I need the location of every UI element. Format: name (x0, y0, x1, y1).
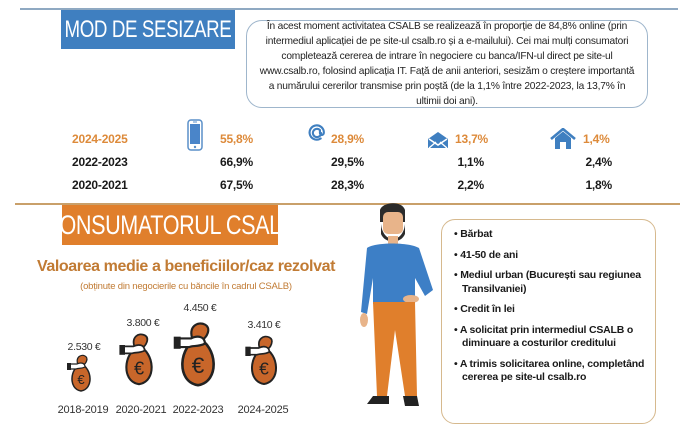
benefit-period: 2020-2021 (115, 404, 167, 416)
profile-item: 41-50 de ani (454, 249, 645, 263)
consumer-profile-list: Bărbat 41-50 de ani Mediul urban (Bucure… (454, 228, 645, 385)
section-title-mod-de-sesizare: MOD DE SESIZARE (61, 10, 235, 49)
profile-item: Mediul urban (București sau regiunea Tra… (454, 269, 645, 296)
money-bag-icon: € (67, 354, 91, 392)
smartphone-icon (187, 119, 203, 151)
stat-value-email: 29,5% (331, 155, 365, 169)
channel-stats-table: 2024-2025 55,8% 28,9% 13,7% 1,4% 2022-20… (0, 118, 696, 198)
benefit-value: 3.410 € (247, 319, 281, 331)
svg-text:€: € (77, 372, 85, 387)
section-title-consumatorul-csalb: CONSUMATORUL CSALB (45, 205, 296, 245)
stat-value-phone: 55,8% (219, 132, 253, 146)
stat-value-email: 28,9% (331, 132, 365, 146)
benefit-period: 2024-2025 (237, 404, 289, 416)
profile-item: A trimis solicitarea online, completând … (454, 358, 645, 385)
stat-value-office: 1,8% (585, 178, 612, 192)
period-label: 2020-2021 (72, 178, 128, 192)
section-title-text: MOD DE SESIZARE (64, 15, 232, 43)
benefit-period: 2018-2019 (57, 404, 109, 416)
svg-text:€: € (192, 353, 205, 378)
profile-item: Bărbat (454, 228, 645, 242)
consumer-profile-box: Bărbat 41-50 de ani Mediul urban (Bucure… (441, 219, 656, 424)
profile-item: Credit în lei (454, 303, 645, 317)
benefit-value: 4.450 € (183, 302, 217, 314)
period-label: 2022-2023 (72, 155, 128, 169)
benefit-period: 2022-2023 (172, 404, 224, 416)
benefits-note: (obținute din negocierile cu băncile în … (80, 281, 292, 292)
man-illustration (360, 203, 433, 406)
profile-item: A solicitat prin intermediul CSALB o dim… (454, 324, 645, 351)
info-box: În acest moment activitatea CSALB se rea… (246, 20, 648, 108)
svg-text:€: € (134, 358, 144, 378)
envelope-icon (428, 132, 448, 149)
info-text: În acest moment activitatea CSALB se rea… (259, 21, 635, 107)
benefit-value: 3.800 € (126, 317, 160, 329)
stat-value-office: 1,4% (583, 132, 610, 146)
benefits-subtitle: Valoarea medie a beneficiilor/caz rezolv… (36, 258, 335, 275)
section-title-text: CONSUMATORUL CSALB (44, 209, 296, 240)
money-bag-icon: € (245, 335, 277, 386)
benefit-value: 2.530 € (67, 341, 101, 353)
house-icon (550, 128, 576, 149)
at-sign-icon (308, 124, 325, 141)
top-divider (20, 8, 678, 10)
money-bag-icon: € (173, 322, 215, 387)
stat-value-post: 1,1% (457, 155, 484, 169)
stat-value-post: 2,2% (457, 178, 484, 192)
stat-value-email: 28,3% (331, 178, 365, 192)
stat-value-office: 2,4% (585, 155, 612, 169)
money-bag-icon: € (119, 333, 153, 386)
stat-value-phone: 66,9% (219, 155, 253, 169)
period-label: 2024-2025 (72, 132, 128, 146)
stat-value-phone: 67,5% (219, 178, 253, 192)
svg-text:€: € (259, 359, 269, 379)
middle-divider (15, 203, 680, 205)
stat-value-post: 13,7% (455, 132, 489, 146)
